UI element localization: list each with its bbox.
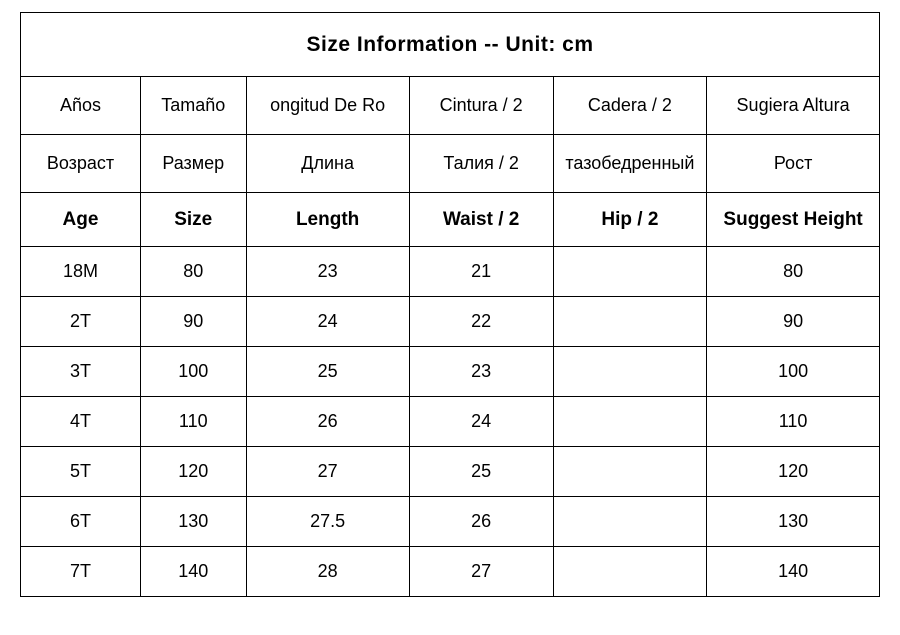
cell-size: 80 — [140, 247, 246, 297]
table-row: 5T 120 27 25 120 — [21, 447, 880, 497]
cell-age: 5T — [21, 447, 141, 497]
col-length-ru: Длина — [246, 135, 409, 193]
header-row-ru: Возраст Размер Длина Талия / 2 тазобедре… — [21, 135, 880, 193]
col-length-en: Length — [246, 193, 409, 247]
cell-height: 80 — [707, 247, 880, 297]
cell-age: 2T — [21, 297, 141, 347]
cell-hip — [553, 347, 707, 397]
header-row-es: Años Tamaño ongitud De Ro Cintura / 2 Ca… — [21, 77, 880, 135]
cell-hip — [553, 547, 707, 597]
col-hip-en: Hip / 2 — [553, 193, 707, 247]
table-row: 2T 90 24 22 90 — [21, 297, 880, 347]
cell-length: 23 — [246, 247, 409, 297]
cell-waist: 25 — [409, 447, 553, 497]
size-chart-container: Size Information -- Unit: cm Años Tamaño… — [0, 0, 900, 597]
cell-height: 110 — [707, 397, 880, 447]
col-age-ru: Возраст — [21, 135, 141, 193]
table-title: Size Information -- Unit: cm — [21, 13, 880, 77]
cell-length: 27.5 — [246, 497, 409, 547]
header-row-en: Age Size Length Waist / 2 Hip / 2 Sugges… — [21, 193, 880, 247]
cell-age: 6T — [21, 497, 141, 547]
cell-size: 130 — [140, 497, 246, 547]
cell-waist: 26 — [409, 497, 553, 547]
cell-waist: 22 — [409, 297, 553, 347]
cell-size: 120 — [140, 447, 246, 497]
cell-hip — [553, 447, 707, 497]
cell-size: 90 — [140, 297, 246, 347]
cell-waist: 24 — [409, 397, 553, 447]
cell-height: 140 — [707, 547, 880, 597]
cell-height: 120 — [707, 447, 880, 497]
cell-waist: 23 — [409, 347, 553, 397]
col-age-en: Age — [21, 193, 141, 247]
cell-size: 110 — [140, 397, 246, 447]
cell-age: 4T — [21, 397, 141, 447]
cell-size: 140 — [140, 547, 246, 597]
title-row: Size Information -- Unit: cm — [21, 13, 880, 77]
col-height-en: Suggest Height — [707, 193, 880, 247]
col-hip-es: Cadera / 2 — [553, 77, 707, 135]
col-height-es: Sugiera Altura — [707, 77, 880, 135]
col-waist-en: Waist / 2 — [409, 193, 553, 247]
col-hip-ru: тазобедренный — [553, 135, 707, 193]
col-waist-ru: Талия / 2 — [409, 135, 553, 193]
cell-hip — [553, 497, 707, 547]
cell-height: 90 — [707, 297, 880, 347]
cell-age: 7T — [21, 547, 141, 597]
cell-height: 100 — [707, 347, 880, 397]
size-table: Size Information -- Unit: cm Años Tamaño… — [20, 12, 880, 597]
cell-hip — [553, 397, 707, 447]
cell-length: 26 — [246, 397, 409, 447]
col-waist-es: Cintura / 2 — [409, 77, 553, 135]
col-size-ru: Размер — [140, 135, 246, 193]
col-age-es: Años — [21, 77, 141, 135]
cell-size: 100 — [140, 347, 246, 397]
cell-age: 3T — [21, 347, 141, 397]
col-height-ru: Рост — [707, 135, 880, 193]
cell-length: 25 — [246, 347, 409, 397]
table-row: 4T 110 26 24 110 — [21, 397, 880, 447]
cell-age: 18M — [21, 247, 141, 297]
cell-length: 28 — [246, 547, 409, 597]
cell-height: 130 — [707, 497, 880, 547]
col-size-en: Size — [140, 193, 246, 247]
table-row: 7T 140 28 27 140 — [21, 547, 880, 597]
table-row: 6T 130 27.5 26 130 — [21, 497, 880, 547]
table-row: 3T 100 25 23 100 — [21, 347, 880, 397]
cell-hip — [553, 247, 707, 297]
cell-waist: 27 — [409, 547, 553, 597]
cell-length: 27 — [246, 447, 409, 497]
col-size-es: Tamaño — [140, 77, 246, 135]
cell-waist: 21 — [409, 247, 553, 297]
cell-hip — [553, 297, 707, 347]
table-row: 18M 80 23 21 80 — [21, 247, 880, 297]
cell-length: 24 — [246, 297, 409, 347]
col-length-es: ongitud De Ro — [246, 77, 409, 135]
